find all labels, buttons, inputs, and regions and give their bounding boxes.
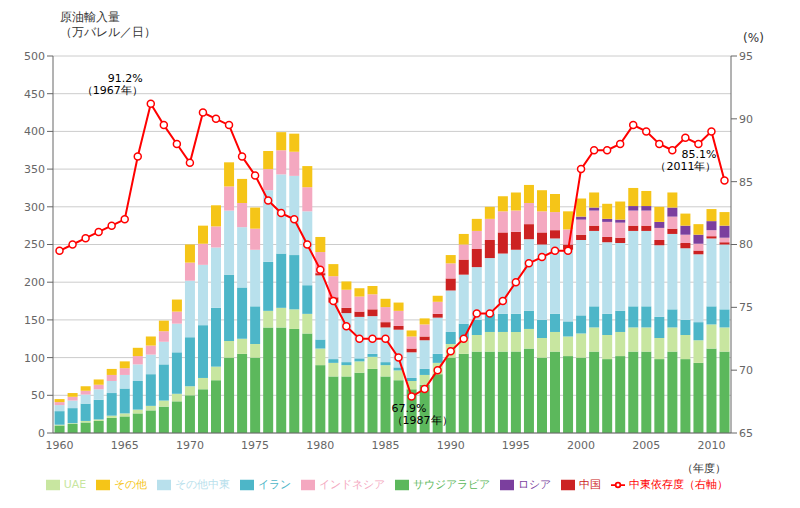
svg-text:90: 90 [739,113,753,126]
svg-text:0: 0 [38,427,45,440]
svg-text:（年度）: （年度） [682,462,726,475]
html-text:サウジアラビア: サウジアラビア [413,478,491,491]
svg-text:2000: 2000 [567,439,595,452]
html-text:その他: その他 [114,478,148,491]
svg-text:1975: 1975 [241,439,269,452]
svg-text:1965: 1965 [111,439,139,452]
html-text:その他中東: その他中東 [175,478,231,491]
html-text:インドネシア: インドネシア [319,478,386,491]
svg-text:95: 95 [739,50,753,63]
svg-text:2005: 2005 [632,439,660,452]
svg-text:50: 50 [31,389,45,402]
svg-text:1990: 1990 [437,439,465,452]
svg-text:300: 300 [24,201,45,214]
html-text:中国: 中国 [579,478,602,491]
svg-text:2010: 2010 [697,439,725,452]
html-text:中東依存度（右軸）: 中東依存度（右軸） [629,478,729,491]
svg-text:85: 85 [739,176,753,189]
html-text:イラン: イラン [258,478,292,491]
svg-text:100: 100 [24,352,45,365]
svg-text:(%): (%) [743,31,764,45]
svg-text:250: 250 [24,238,45,251]
svg-text:85.1%（2011年）: 85.1%（2011年） [655,148,716,173]
svg-text:1970: 1970 [176,439,204,452]
svg-text:65: 65 [739,427,753,440]
svg-text:70: 70 [739,364,753,377]
svg-text:91.2%（1967年）: 91.2%（1967年） [82,72,143,97]
svg-text:75: 75 [739,301,753,314]
svg-text:1980: 1980 [306,439,334,452]
html-text:ロシア: ロシア [518,478,552,491]
svg-text:400: 400 [24,125,45,138]
svg-text:67.9%（1987年）: 67.9%（1987年） [392,402,453,427]
svg-text:1960: 1960 [46,439,74,452]
svg-text:80: 80 [739,238,753,251]
svg-text:350: 350 [24,163,45,176]
svg-text:500: 500 [24,50,45,63]
html-text:原油輸入量: 原油輸入量 [60,10,120,24]
svg-text:200: 200 [24,276,45,289]
svg-text:450: 450 [24,88,45,101]
html-text:UAE: UAE [63,478,87,491]
svg-text:1995: 1995 [502,439,530,452]
html-text:（万バレル／日）: （万バレル／日） [60,25,156,39]
svg-text:1985: 1985 [371,439,399,452]
svg-text:150: 150 [24,314,45,327]
